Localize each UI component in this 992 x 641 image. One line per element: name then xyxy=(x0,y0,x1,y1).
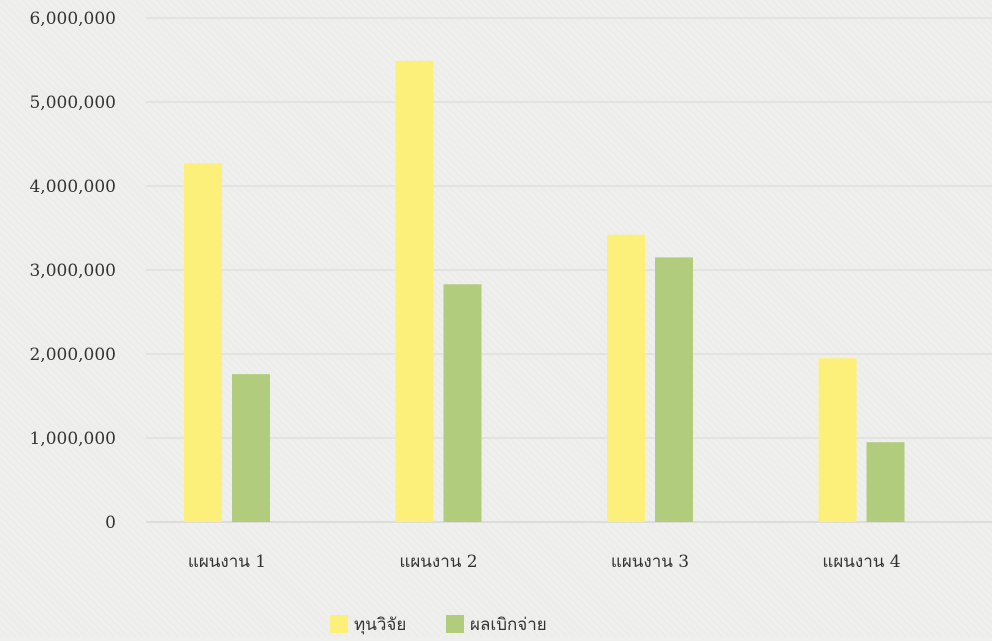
bar-disbursement-3 xyxy=(655,257,693,522)
x-category-label: แผนงาน 4 xyxy=(822,552,900,572)
legend-label: ผลเบิกจ่าย xyxy=(470,615,547,635)
x-category-label: แผนงาน 3 xyxy=(611,552,689,572)
y-tick-label: 6,000,000 xyxy=(29,9,116,29)
grid-layer xyxy=(146,17,992,523)
bar-research-fund-3 xyxy=(607,234,645,522)
legend-label: ทุนวิจัย xyxy=(354,615,406,635)
y-tick-label: 2,000,000 xyxy=(29,345,116,365)
y-tick-label: 3,000,000 xyxy=(29,261,116,281)
y-axis-tick-labels: 0 1,000,000 2,000,000 3,000,000 4,000,000 5,0… xyxy=(29,9,116,533)
x-axis-category-labels: แผนงาน 1 แผนงาน 2 แผนงาน 3 แผนงาน 4 xyxy=(188,552,901,572)
y-tick-label: 5,000,000 xyxy=(29,93,116,113)
x-category-label: แผนงาน 2 xyxy=(399,552,477,572)
bar-disbursement-4 xyxy=(866,442,905,522)
bar-disbursement-2 xyxy=(443,284,482,522)
bar-research-fund-4 xyxy=(818,358,857,522)
x-category-label: แผนงาน 1 xyxy=(188,552,266,572)
legend-swatch xyxy=(330,615,348,633)
bar-disbursement-1 xyxy=(232,374,270,522)
y-tick-label: 4,000,000 xyxy=(29,177,116,197)
y-tick-label: 1,000,000 xyxy=(29,429,116,449)
bar-research-fund-2 xyxy=(395,60,434,523)
y-tick-label: 0 xyxy=(105,513,116,533)
legend: ทุนวิจัย ผลเบิกจ่าย xyxy=(330,615,547,635)
bars-layer xyxy=(184,60,905,523)
legend-swatch xyxy=(446,615,464,633)
bar-research-fund-1 xyxy=(184,163,222,522)
